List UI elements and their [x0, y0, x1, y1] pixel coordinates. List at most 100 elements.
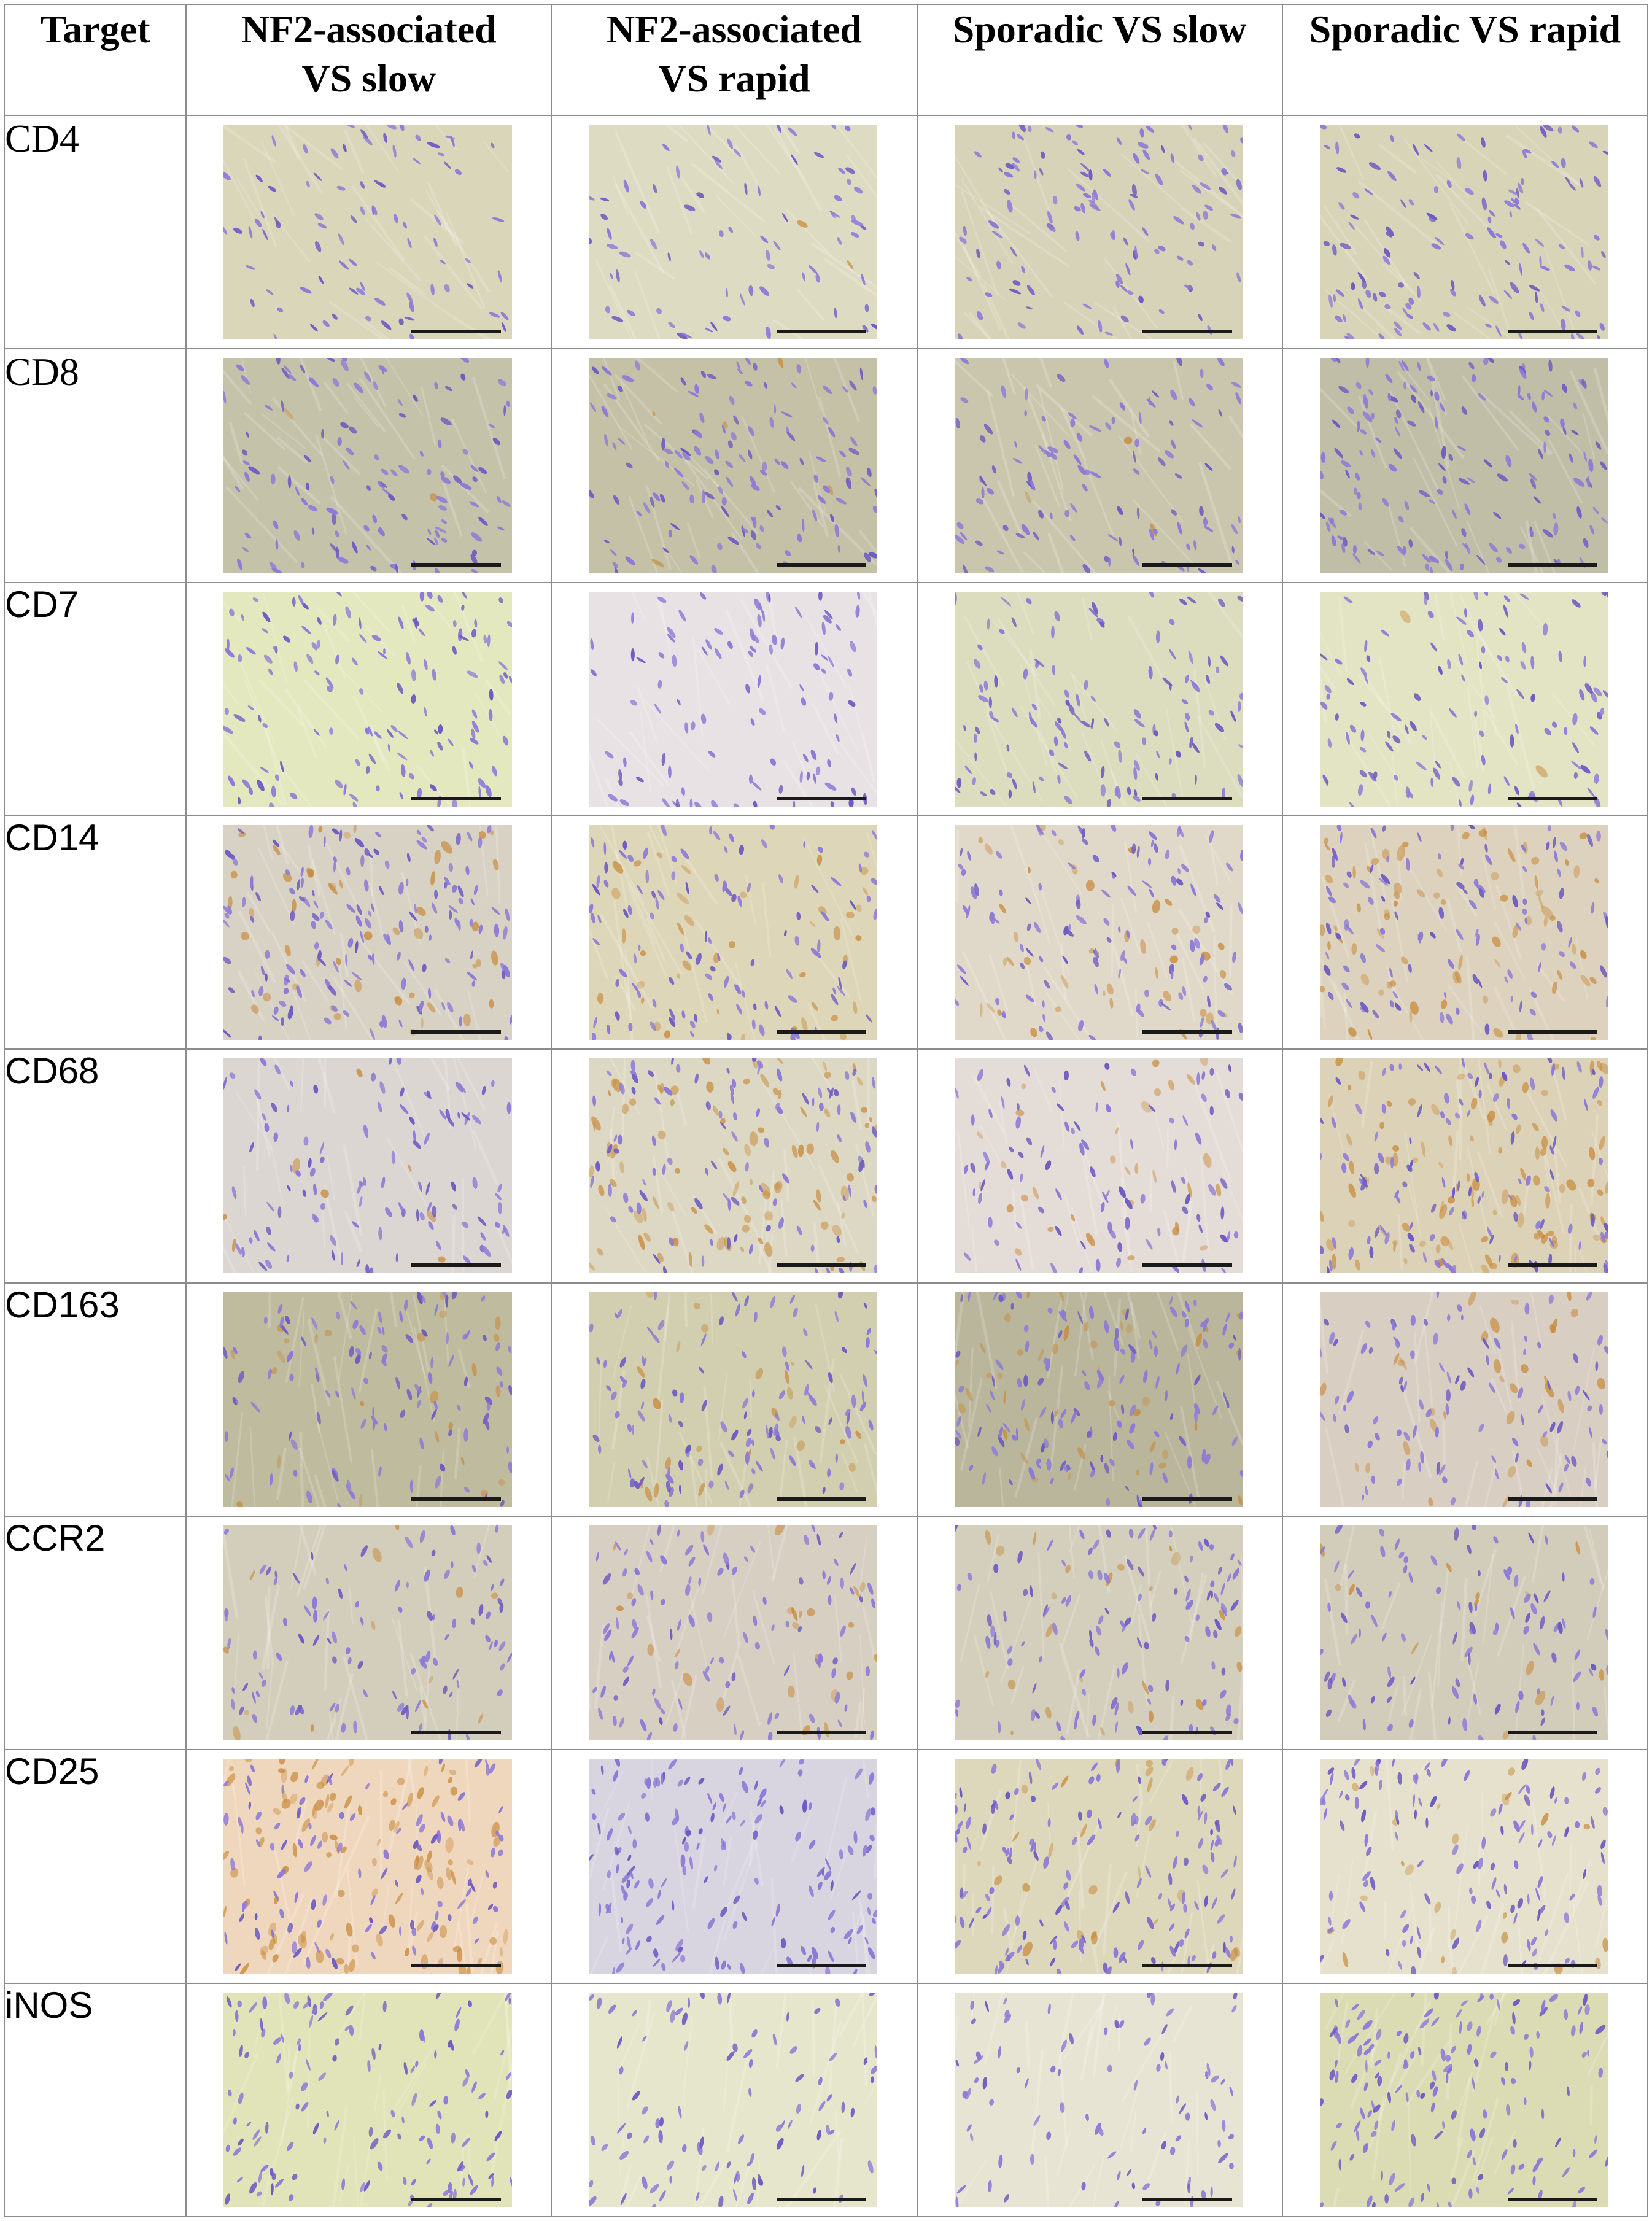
cell-nucleus	[1177, 867, 1181, 874]
cell-nucleus	[1562, 427, 1567, 435]
fiber-streak	[783, 1149, 790, 1202]
cell-nucleus	[960, 975, 969, 986]
cell-nucleus	[250, 1401, 260, 1413]
cell-nucleus	[871, 324, 878, 330]
cell-nucleus	[1127, 786, 1131, 795]
fiber-streak	[1446, 899, 1462, 953]
positive-stain	[282, 408, 293, 421]
cell-nucleus	[1483, 358, 1489, 366]
cell-nucleus	[821, 654, 829, 661]
cell-nucleus	[1211, 1020, 1217, 1032]
positive-stain	[789, 1416, 797, 1428]
fiber-streak	[1079, 1292, 1094, 1360]
cell-nucleus	[759, 1024, 765, 1036]
fiber-streak	[1020, 1199, 1034, 1269]
cell-nucleus	[290, 1438, 298, 1450]
fiber-streak	[1473, 1548, 1497, 1618]
positive-stain	[1136, 1469, 1139, 1476]
cell-nucleus	[1107, 534, 1118, 541]
cell-nucleus	[752, 1019, 756, 1030]
cell-nucleus	[1464, 1646, 1473, 1657]
cell-nucleus	[662, 143, 670, 152]
cell-nucleus	[801, 1946, 807, 1956]
cell-nucleus	[1221, 1667, 1225, 1676]
positive-stain	[872, 1195, 877, 1203]
cell-nucleus	[1355, 473, 1360, 481]
cell-nucleus	[400, 1409, 406, 1418]
cell-nucleus	[472, 1177, 478, 1190]
cell-nucleus	[1038, 776, 1044, 781]
cell-nucleus	[372, 514, 378, 524]
fiber-streak	[866, 831, 878, 871]
cell-nucleus	[1587, 787, 1596, 798]
cell-nucleus	[1450, 1497, 1456, 1505]
positive-stain	[1358, 1071, 1366, 1080]
cell-nucleus	[1433, 186, 1438, 193]
cell-nucleus	[799, 1577, 804, 1585]
cell-nucleus	[1446, 1014, 1453, 1025]
fiber-streak	[862, 1605, 877, 1663]
cell-nucleus	[1125, 263, 1130, 276]
cell-nucleus	[650, 1590, 654, 1600]
cell-nucleus	[316, 1411, 321, 1425]
cell-nucleus	[631, 1627, 640, 1638]
positive-stain	[1319, 1382, 1327, 1396]
cell-nucleus	[416, 1875, 422, 1883]
cell-nucleus	[1233, 1231, 1238, 1239]
cell-nucleus	[834, 195, 842, 202]
cell-nucleus	[1549, 1145, 1554, 1155]
cell-nucleus	[1538, 1405, 1543, 1413]
fiber-streak	[1387, 1684, 1399, 1722]
cell-nucleus	[1514, 198, 1519, 205]
positive-stain	[801, 1017, 808, 1033]
cell-nucleus	[604, 862, 608, 874]
cell-nucleus	[657, 890, 665, 901]
cell-nucleus	[332, 378, 339, 387]
cell-nucleus	[381, 1867, 388, 1880]
cell-nucleus	[1147, 1684, 1154, 1692]
cell-nucleus	[349, 1490, 355, 1500]
cell-nucleus	[1584, 683, 1593, 694]
cell-nucleus	[338, 233, 344, 246]
fiber-streak	[758, 1193, 768, 1265]
column-header-1: NF2-associated VS slow	[185, 3, 553, 117]
cell-nucleus	[1168, 758, 1172, 765]
positive-stain	[1462, 832, 1470, 840]
fiber-streak	[813, 1222, 821, 1274]
cell-nucleus	[1371, 1475, 1375, 1484]
cell-nucleus	[680, 1392, 684, 1403]
cell-nucleus	[1189, 939, 1195, 953]
cell-nucleus	[596, 875, 600, 888]
cell-nucleus	[1445, 559, 1453, 572]
positive-stain	[1546, 1231, 1554, 1237]
cell-nucleus	[1365, 358, 1370, 368]
cell-nucleus	[1026, 923, 1031, 931]
cell-nucleus	[1459, 563, 1464, 571]
cell-nucleus	[413, 395, 418, 403]
positive-stain	[316, 1950, 324, 1964]
cell-nucleus	[1390, 1156, 1394, 1169]
cell-nucleus	[987, 618, 990, 630]
cell-nucleus	[1541, 392, 1545, 401]
cell-nucleus	[1387, 1676, 1395, 1688]
positive-stain	[1492, 1209, 1497, 1216]
positive-stain	[979, 1343, 985, 1354]
cell-nucleus	[415, 1700, 421, 1712]
cell-nucleus	[1131, 184, 1137, 197]
cell-nucleus	[968, 1465, 973, 1471]
positive-stain	[1004, 1312, 1011, 1322]
cell-nucleus	[427, 1611, 433, 1621]
positive-stain	[1070, 1214, 1075, 1222]
positive-stain	[1438, 1162, 1443, 1168]
cell-nucleus	[1370, 864, 1374, 874]
cell-nucleus	[1136, 1637, 1142, 1648]
cell-nucleus	[745, 1162, 750, 1172]
cell-nucleus	[1332, 848, 1338, 861]
cell-nucleus	[1238, 1347, 1241, 1361]
cell-nucleus	[223, 1813, 229, 1826]
cell-nucleus	[409, 333, 414, 340]
fiber-streak	[1449, 591, 1468, 665]
cell-nucleus	[619, 1357, 627, 1368]
cell-nucleus	[1231, 1436, 1238, 1446]
positive-stain	[1433, 892, 1440, 899]
